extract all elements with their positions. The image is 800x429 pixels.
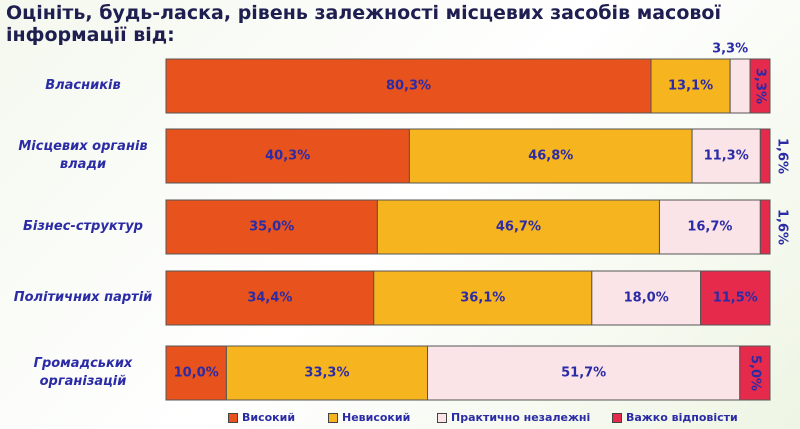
legend-item: Невисокий <box>328 411 410 424</box>
value-label: 51,7% <box>561 366 606 381</box>
bar-segment <box>700 270 771 326</box>
legend-item: Високий <box>228 411 295 424</box>
bar-segment <box>729 58 751 114</box>
bar-segment <box>165 58 652 114</box>
bar-segment <box>225 345 429 401</box>
value-label: 46,8% <box>528 149 573 164</box>
legend-swatch <box>437 413 447 423</box>
value-label: 5,0% <box>747 355 762 391</box>
value-label: 1,6% <box>775 138 790 174</box>
value-label: 18,0% <box>624 291 669 306</box>
bar-segment <box>408 128 693 184</box>
value-label: 11,3% <box>704 149 749 164</box>
bar-segment <box>376 199 660 255</box>
value-label: 46,7% <box>496 220 541 235</box>
value-label: 1,6% <box>775 209 790 245</box>
chart-title: Оцініть, будь-ласка, рівень залежності м… <box>6 2 721 46</box>
legend-item: Практично незалежні <box>437 411 590 424</box>
value-label: 3,3% <box>712 42 748 57</box>
bar-segment <box>165 270 375 326</box>
bar-segment <box>749 58 771 114</box>
legend-swatch <box>612 413 622 423</box>
value-label: 16,7% <box>687 220 732 235</box>
bar-segment <box>650 58 731 114</box>
legend-label: Важко відповісти <box>626 411 738 424</box>
legend-label: Високий <box>242 411 296 424</box>
category-label: Місцевих органів влади <box>18 139 148 172</box>
category-label: Власників <box>45 78 121 93</box>
value-label: 36,1% <box>460 291 505 306</box>
value-label: 33,3% <box>304 366 349 381</box>
category-label: Громадських організацій <box>33 356 133 389</box>
legend-swatch <box>328 413 338 423</box>
category-label: Політичних партій <box>13 290 153 305</box>
value-label: 10,0% <box>174 366 219 381</box>
bar-segment <box>658 199 761 255</box>
bar-segment <box>739 345 771 401</box>
value-label: 40,3% <box>265 149 310 164</box>
bar-segment <box>691 128 761 184</box>
legend-swatch <box>228 413 238 423</box>
value-label: 80,3% <box>386 79 431 94</box>
legend-label: Практично незалежні <box>451 411 591 424</box>
value-label: 3,3% <box>753 68 768 104</box>
category-label: Бізнес-структур <box>23 219 143 234</box>
bar-segment <box>165 128 410 184</box>
bar-segment <box>427 345 741 401</box>
value-label: 34,4% <box>247 291 292 306</box>
legend-item: Важко відповісти <box>612 411 738 424</box>
bar-segment <box>759 128 771 184</box>
value-label: 13,1% <box>668 79 713 94</box>
value-label: 35,0% <box>249 220 294 235</box>
legend-label: Невисокий <box>342 411 411 424</box>
bar-segment <box>759 199 771 255</box>
bar-segment <box>591 270 702 326</box>
value-label: 11,5% <box>713 291 758 306</box>
